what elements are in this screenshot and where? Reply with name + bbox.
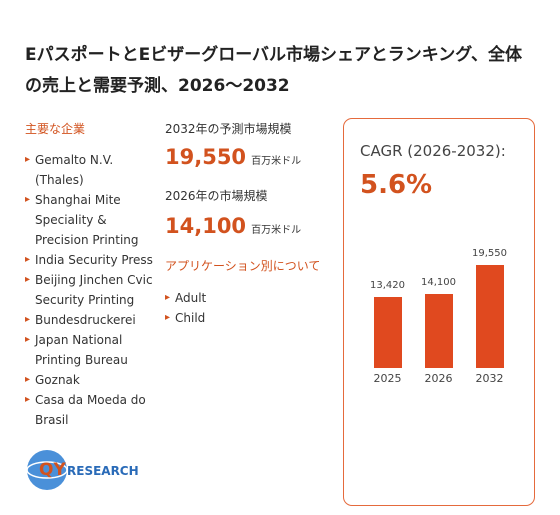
value-label: 14,100 bbox=[421, 276, 456, 288]
application: Child bbox=[165, 308, 206, 328]
application: Adult bbox=[165, 288, 206, 308]
title: Eパスポート​とEビザーグローバル市場シェアとランキング、全体の売上と需要予測、… bbox=[25, 45, 523, 96]
current: 14,100 百万米ドル bbox=[165, 214, 301, 238]
x-tick-label: 2032 bbox=[475, 372, 504, 385]
company: Goznak bbox=[25, 370, 155, 390]
company: Bundesdruckerei bbox=[25, 310, 155, 330]
bar bbox=[373, 297, 402, 368]
logo-mark: QY bbox=[39, 460, 66, 480]
value-label: 13,420 bbox=[370, 280, 405, 292]
x-tick-label: 2025 bbox=[373, 372, 402, 385]
cagr-box bbox=[343, 118, 535, 506]
company-list: Gemalto N.V. (Thales)Shanghai Mite Speci… bbox=[25, 150, 155, 430]
company: Shanghai Mite Speciality & Precision Pri… bbox=[25, 190, 155, 250]
value-label: 19,550 bbox=[472, 248, 507, 259]
logo-text: RESEARCH bbox=[67, 464, 139, 478]
applications-heading: アプリケーション別について bbox=[165, 259, 321, 273]
x-tick-label: 2026 bbox=[424, 372, 453, 385]
company: Japan National Printing Bureau bbox=[25, 330, 155, 370]
bar bbox=[475, 265, 504, 368]
forecast-value: 19,550 bbox=[165, 145, 247, 169]
company: Gemalto N.V. (Thales) bbox=[25, 150, 155, 190]
companies-heading: 主要な企業 bbox=[25, 122, 86, 136]
current-value: 14,100 bbox=[165, 214, 247, 238]
bar bbox=[424, 293, 453, 368]
company: Beijing Jinchen Cvic Security Printing bbox=[25, 270, 155, 310]
company: Casa da Moeda do Brasil bbox=[25, 390, 155, 430]
cagr-value: 5.6% bbox=[360, 170, 433, 200]
logo: QY RESEARCH bbox=[25, 448, 139, 492]
forecast: 19,550 百万米ドル bbox=[165, 145, 301, 169]
bar-chart: 13,420 2025 14,100 2026 19,550 2032 bbox=[343, 230, 535, 385]
unit: 百万米ドル bbox=[251, 156, 302, 167]
logo-globe bbox=[26, 450, 68, 490]
forecast-label: 2032年の予測市場規模 bbox=[165, 122, 292, 136]
cagr-label: CAGR (2026-2032): bbox=[360, 142, 506, 160]
current-label: 2026年の市場規模 bbox=[165, 189, 268, 203]
application-list: AdultChild bbox=[165, 288, 206, 328]
company: India Security Press bbox=[25, 250, 155, 270]
unit: 百万米ドル bbox=[251, 225, 302, 236]
